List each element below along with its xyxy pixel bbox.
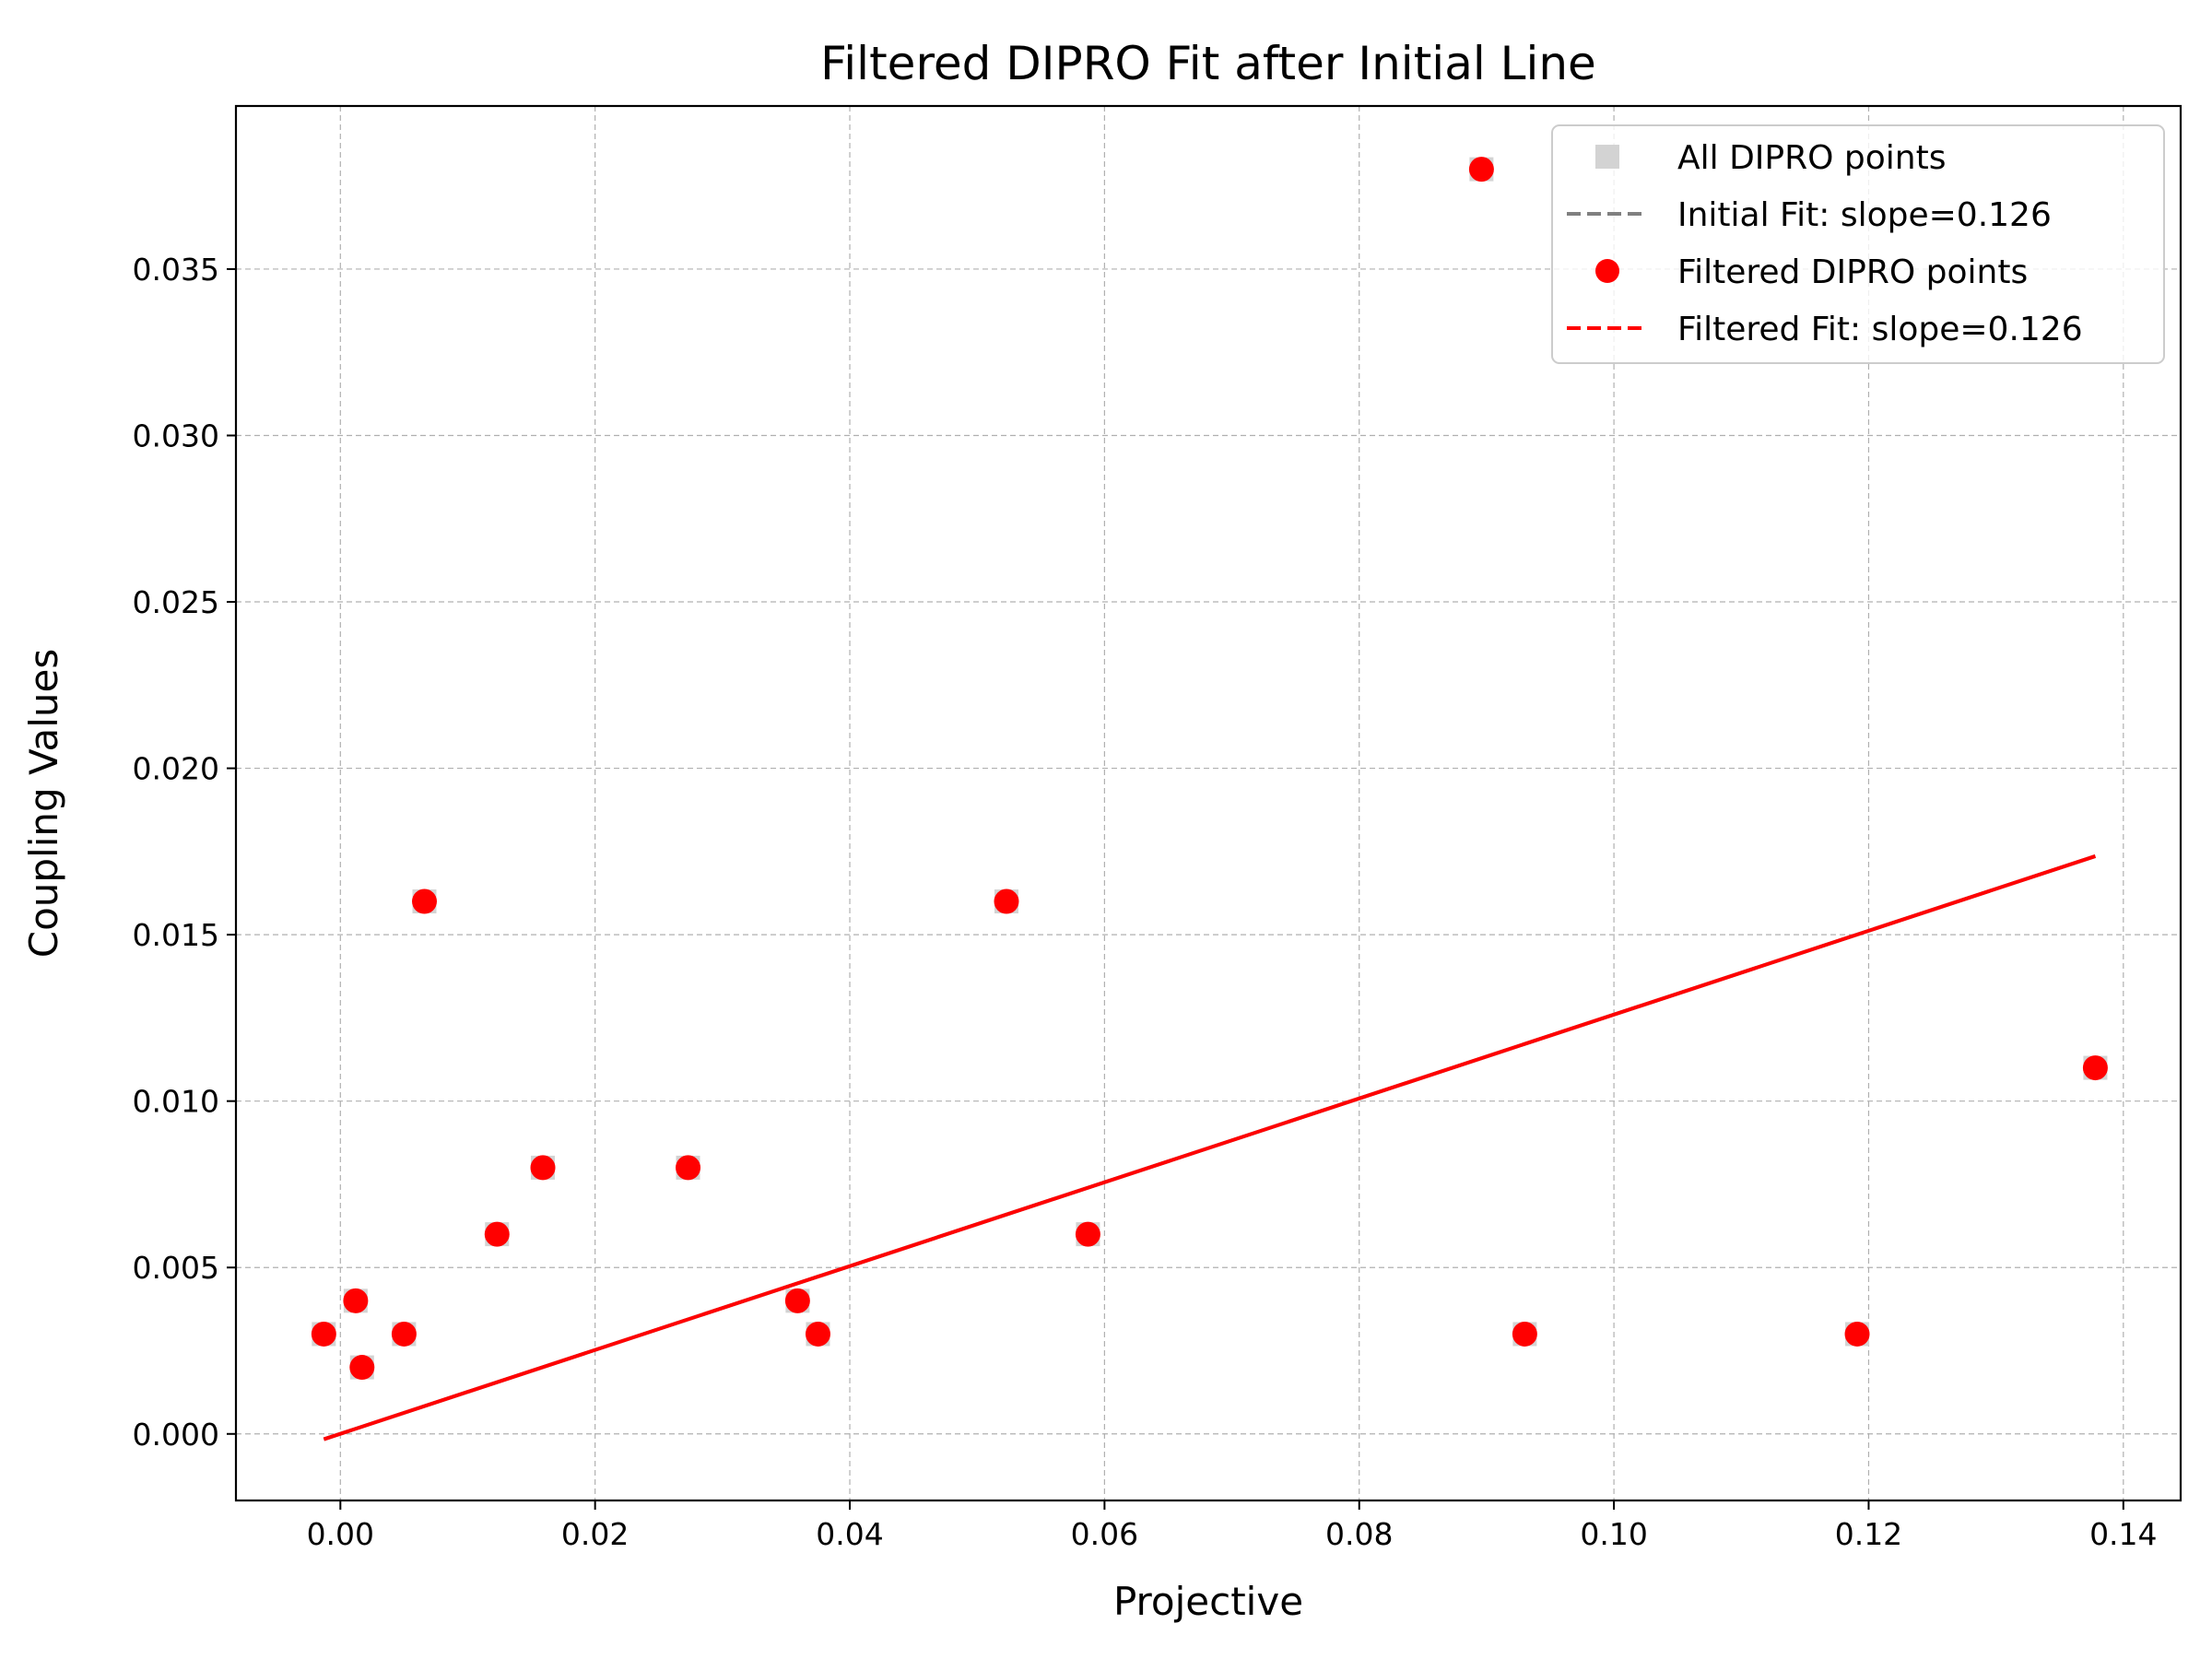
filtered-dipro-point bbox=[2082, 1055, 2108, 1081]
filtered-dipro-point bbox=[530, 1155, 556, 1181]
y-tick-label: 0.000 bbox=[133, 1417, 219, 1453]
x-tick-label: 0.14 bbox=[2089, 1516, 2157, 1552]
plot-frame bbox=[234, 104, 2183, 1502]
y-tick-label: 0.035 bbox=[133, 252, 219, 288]
legend-box bbox=[1551, 124, 2165, 364]
x-tick-label: 0.10 bbox=[1580, 1516, 1647, 1552]
filtered-dipro-point bbox=[1468, 157, 1494, 182]
filtered-dipro-point bbox=[1844, 1321, 1870, 1347]
x-tick-label: 0.02 bbox=[561, 1516, 629, 1552]
filtered-dipro-point bbox=[412, 888, 438, 914]
filtered-dipro-point bbox=[311, 1321, 336, 1347]
filtered-dipro-point bbox=[484, 1221, 510, 1247]
legend-label: Initial Fit: slope=0.126 bbox=[1677, 196, 2052, 234]
x-tick-label: 0.04 bbox=[816, 1516, 883, 1552]
legend-label: Filtered DIPRO points bbox=[1677, 253, 2028, 291]
x-axis-label: Projective bbox=[1113, 1579, 1303, 1624]
filtered-dipro-point bbox=[994, 888, 1019, 914]
legend: All DIPRO points Initial Fit: slope=0.126… bbox=[1551, 124, 2165, 364]
fit-lines bbox=[323, 854, 2097, 1441]
filtered-dipro-point bbox=[1075, 1221, 1100, 1247]
legend-marker-square bbox=[1595, 145, 1619, 169]
legend-label: All DIPRO points bbox=[1677, 139, 1946, 177]
filtered-dipro-point bbox=[349, 1355, 375, 1381]
y-tick-label: 0.015 bbox=[133, 917, 219, 953]
grid-lines bbox=[236, 106, 2181, 1500]
x-tick-label: 0.08 bbox=[1325, 1516, 1393, 1552]
filtered-dipro-point bbox=[343, 1288, 369, 1313]
axis-ticks: 0.00 0.02 0.04 0.06 0.08 0.10 0.12 0.14 0.000 0.0… bbox=[133, 252, 2158, 1552]
y-tick-label: 0.025 bbox=[133, 584, 219, 620]
y-tick-label: 0.005 bbox=[133, 1250, 219, 1286]
x-tick-label: 0.06 bbox=[1071, 1516, 1138, 1552]
legend-marker-circle bbox=[1595, 259, 1619, 283]
y-tick-label: 0.010 bbox=[133, 1084, 219, 1120]
filtered-dipro-point bbox=[805, 1321, 830, 1347]
data-points bbox=[311, 157, 2108, 1381]
legend-label: Filtered Fit: slope=0.126 bbox=[1677, 311, 2083, 348]
chart-title: Filtered DIPRO Fit after Initial Line bbox=[820, 37, 1596, 90]
filtered-dipro-point bbox=[391, 1321, 417, 1347]
x-tick-label: 0.12 bbox=[1835, 1516, 1902, 1552]
filtered-dipro-point bbox=[784, 1288, 810, 1313]
filtered-dipro-point bbox=[1512, 1321, 1537, 1347]
fit-line bbox=[323, 854, 2097, 1441]
x-tick-label: 0.00 bbox=[307, 1516, 374, 1552]
y-tick-label: 0.030 bbox=[133, 418, 219, 453]
y-axis-label: Coupling Values bbox=[21, 649, 66, 959]
filtered-dipro-point bbox=[676, 1155, 701, 1181]
y-tick-label: 0.020 bbox=[133, 751, 219, 787]
